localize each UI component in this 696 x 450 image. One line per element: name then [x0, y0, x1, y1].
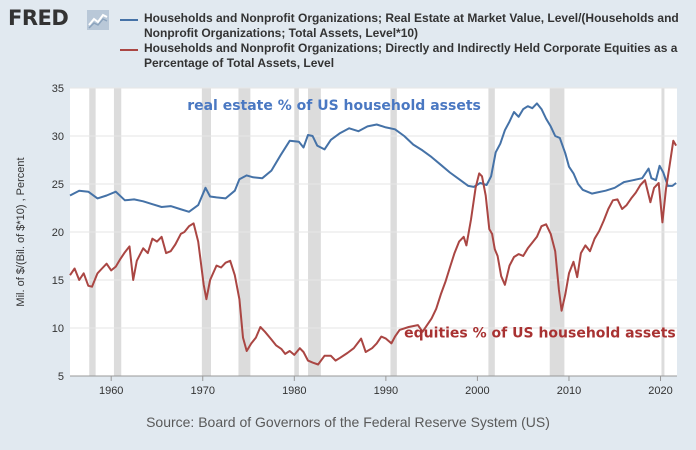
annotation-real-estate: real estate % of US household assets [187, 98, 481, 114]
y-tick-label: 35 [52, 83, 64, 95]
legend-label-equities: Households and Nonprofit Organizations; … [144, 41, 678, 70]
y-tick-label: 20 [52, 227, 64, 239]
x-tick-label: 1990 [374, 385, 398, 397]
fred-logo[interactable]: FRED [8, 6, 69, 30]
series-line-real-estate[interactable] [69, 102, 677, 213]
legend-swatch-equities [120, 49, 138, 51]
annotations: real estate % of US household assets equi… [187, 98, 676, 342]
legend-label-real-estate: Households and Nonprofit Organizations; … [144, 11, 679, 40]
chart-line-icon [87, 10, 109, 30]
x-tick-label: 2010 [557, 385, 581, 397]
x-tick-label: 2020 [648, 385, 672, 397]
series-line-equities[interactable] [69, 139, 677, 366]
y-axis-label: Mil. of $/(Bil. of $*10) , Percent [15, 157, 27, 306]
source-note: Source: Board of Governors of the Federa… [146, 414, 550, 430]
x-tick-label: 1970 [191, 385, 215, 397]
line-chart[interactable]: 5 10 15 20 25 30 35 1960 1970 1980 1990 2000 2010 202… [0, 0, 696, 410]
x-tick-label: 2000 [465, 385, 489, 397]
y-tick-label: 15 [52, 275, 64, 287]
series-lines [69, 102, 677, 366]
y-tick-label: 5 [58, 371, 64, 383]
y-tick-label: 30 [52, 131, 64, 143]
y-tick-label: 10 [52, 323, 64, 335]
annotation-equities: equities % of US household assets [404, 326, 676, 342]
x-tick-label: 1980 [282, 385, 306, 397]
chart-header: FRED Households and Nonprofit Organizati… [0, 0, 696, 78]
x-tick-label: 1960 [99, 385, 123, 397]
axes: 5 10 15 20 25 30 35 1960 1970 1980 1990 2000 2010 202… [52, 83, 677, 397]
legend-swatch-real-estate [120, 19, 138, 21]
y-tick-label: 25 [52, 179, 64, 191]
